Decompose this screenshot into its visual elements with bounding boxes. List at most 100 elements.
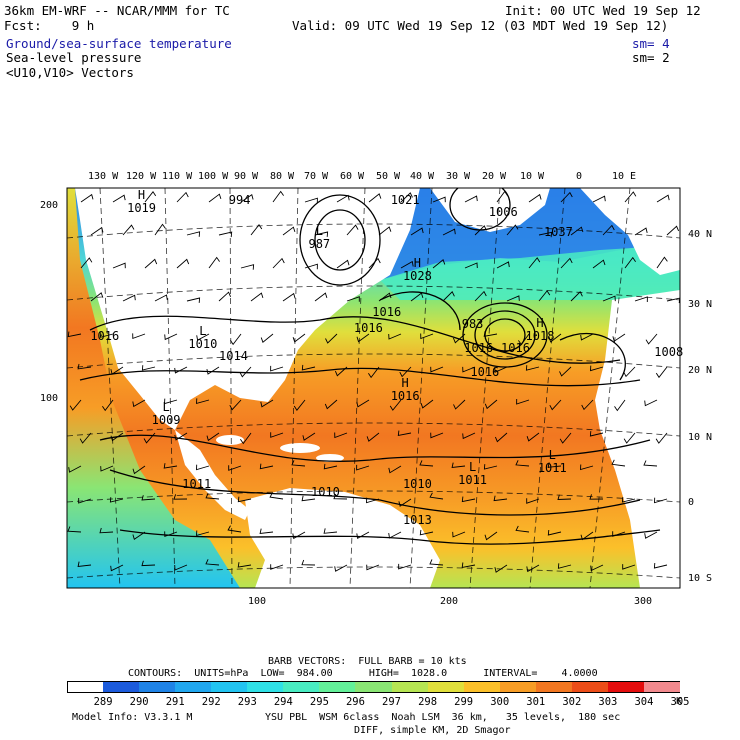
colorbar-label: 292 [201, 696, 221, 708]
colorbar-cell [355, 681, 392, 693]
pressure-center-21: 1010 [400, 478, 434, 491]
wind-barb [645, 333, 658, 345]
pressure-center-12: 1016 [370, 306, 404, 319]
wind-barb [334, 366, 348, 377]
pressure-center-value: 1016 [501, 341, 530, 355]
wind-barb [388, 333, 402, 340]
wind-barb [397, 430, 412, 437]
pressure-center-18: L 1009 [149, 401, 183, 427]
lon-label: 10 W [520, 171, 545, 182]
wind-barb [366, 432, 380, 442]
wind-barb [112, 194, 126, 203]
wind-barb [227, 525, 242, 533]
wind-barb [132, 531, 146, 541]
pressure-center-1: 994 [223, 194, 257, 207]
wind-barb [580, 333, 594, 341]
wind-barb [144, 258, 158, 269]
grid-y-label-100: 100 [40, 393, 59, 404]
pressure-center-8: H 1018 [523, 317, 557, 343]
wind-barb [270, 365, 284, 372]
north-america-land [75, 188, 420, 430]
wind-barb [77, 561, 92, 568]
colorbar-label: 291 [165, 696, 185, 708]
wind-barb [538, 231, 553, 238]
wind-barb [314, 292, 328, 302]
colorbar-cell [319, 681, 356, 693]
wind-barb [356, 531, 370, 540]
pressure-center-type: L [468, 460, 477, 474]
wind-barb [614, 399, 626, 412]
wind-barb [602, 224, 615, 236]
wind-barb [388, 531, 402, 539]
wind-barb [547, 529, 562, 536]
wind-barb [141, 495, 156, 501]
pressure-center-type: H [401, 376, 409, 390]
wind-barb [240, 264, 255, 270]
wind-barb [483, 464, 498, 470]
colorbar-label: 302 [562, 696, 582, 708]
wind-barb [196, 464, 210, 471]
wind-barb [68, 465, 82, 473]
wind-barb [259, 528, 274, 535]
wind-barb [132, 333, 146, 340]
colorbar-cell [499, 681, 536, 693]
wind-barb [506, 224, 519, 236]
wind-barb [398, 563, 412, 570]
grid-x-label-300: 300 [634, 596, 653, 607]
wind-barb [282, 226, 296, 236]
pressure-center-22: L 1011 [456, 461, 490, 487]
pressure-center-value: 1010 [402, 477, 432, 491]
colorbar-cell [463, 681, 500, 693]
colorbar-label: 295 [309, 696, 329, 708]
field-temperature-smoothing: sm= 4 [632, 36, 670, 51]
colorbar-cell [643, 681, 680, 693]
wind-barb [461, 496, 476, 503]
lon-label: 20 W [482, 171, 507, 182]
colorbar-label: 297 [382, 696, 401, 708]
wind-barb [154, 294, 168, 302]
wind-barb [196, 530, 210, 536]
wind-barb [420, 399, 434, 409]
wind-barb [301, 364, 316, 371]
wind-barb [388, 465, 402, 474]
pressure-center-9: 1016 [462, 342, 496, 355]
colorbar-label: 303 [598, 696, 618, 708]
wind-barb [110, 432, 124, 442]
pressure-center-0: H 1019 [125, 189, 159, 215]
pressure-center-value: 1013 [402, 513, 432, 527]
colorbar-label: 299 [454, 696, 474, 708]
wind-barb [589, 431, 604, 437]
pressure-center-19: 1011 [180, 478, 214, 491]
pressure-center-11: 1016 [468, 366, 502, 379]
wind-barb [612, 531, 626, 537]
colorbar-label: 294 [273, 696, 293, 708]
wind-barb [634, 227, 648, 236]
greenland-land [430, 188, 550, 232]
wind-barb [419, 460, 434, 467]
pressure-center-7: 983 [456, 318, 490, 331]
pressure-center-value: 1010 [311, 485, 340, 499]
wind-barb [240, 193, 254, 203]
colorbar-label: 305 [670, 696, 690, 708]
field-vectors-label: <U10,V10> Vectors [6, 65, 134, 80]
wind-barb [304, 197, 318, 204]
wind-barb [141, 560, 156, 567]
lon-label: 60 W [340, 171, 365, 182]
wind-barb [506, 295, 520, 302]
wind-barb [560, 257, 573, 269]
wind-barb [461, 562, 476, 568]
wind-barb [110, 366, 124, 375]
model-info: Model Info: V3.3.1 M [72, 712, 193, 723]
wind-barb [302, 432, 316, 441]
pressure-center-13: 1016 [351, 322, 385, 335]
lon-label: 100 W [198, 171, 229, 182]
wind-barb [612, 333, 626, 342]
wind-barb [163, 463, 178, 469]
wind-barb [484, 531, 498, 541]
wind-barb [196, 398, 210, 404]
colorbar-cell [211, 681, 248, 693]
wind-barb [420, 333, 434, 340]
wind-barb [304, 263, 318, 270]
wind-barb [452, 531, 466, 538]
wind-barb [237, 496, 252, 503]
